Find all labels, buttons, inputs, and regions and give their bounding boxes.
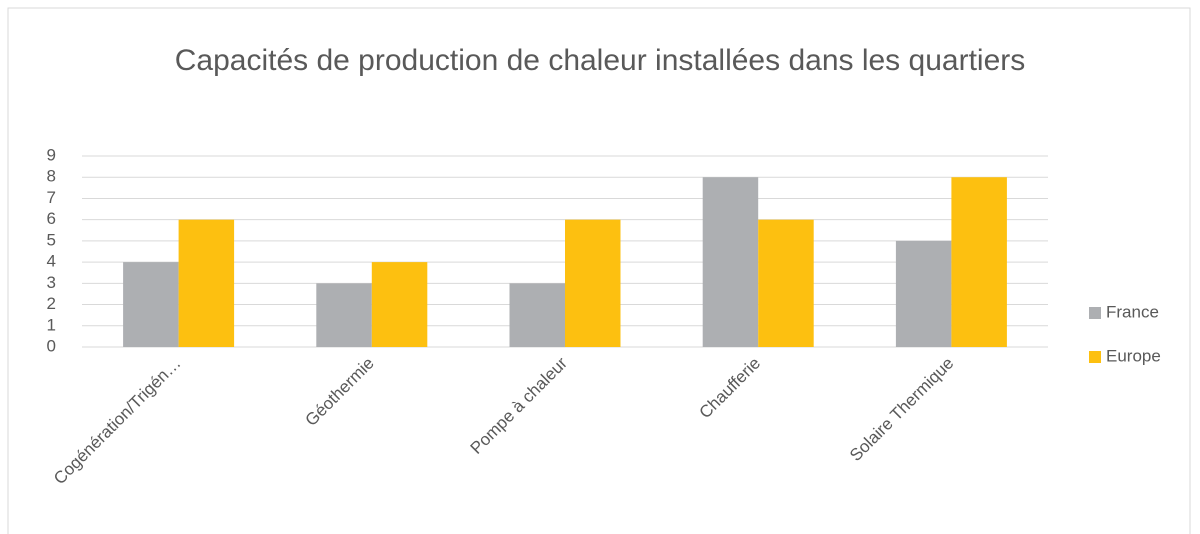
bar — [758, 219, 814, 347]
legend-label: Europe — [1106, 346, 1161, 365]
y-tick-label: 9 — [47, 145, 56, 164]
y-tick-label: 1 — [47, 315, 56, 334]
legend-swatch — [1089, 307, 1101, 319]
legend-swatch — [1089, 351, 1101, 363]
bar — [371, 262, 428, 347]
bar — [123, 262, 179, 347]
x-tick-label: Chaufferie — [696, 354, 765, 423]
bar — [509, 283, 565, 347]
bar — [951, 177, 1007, 347]
y-tick-label: 7 — [47, 188, 56, 207]
bar — [178, 219, 235, 347]
x-tick-label: Cogénération/Trigén… — [50, 354, 185, 489]
chart-border — [7, 7, 1191, 534]
legend-label: France — [1106, 302, 1159, 321]
y-tick-label: 8 — [47, 167, 56, 186]
y-tick-label: 4 — [47, 252, 56, 271]
bar — [895, 240, 952, 347]
x-tick-label: Pompe à chaleur — [467, 353, 572, 458]
y-tick-label: 0 — [47, 336, 56, 355]
y-tick-label: 3 — [47, 273, 56, 292]
bar — [565, 219, 621, 347]
bar — [316, 283, 372, 347]
y-tick-label: 2 — [47, 294, 56, 313]
x-tick-label: Géothermie — [302, 354, 378, 430]
chart-title: Capacités de production de chaleur insta… — [174, 44, 1026, 77]
y-tick-label: 6 — [47, 209, 56, 228]
bar — [702, 177, 759, 347]
x-tick-label: Solaire Thermique — [846, 354, 957, 465]
y-tick-label: 5 — [47, 230, 56, 249]
